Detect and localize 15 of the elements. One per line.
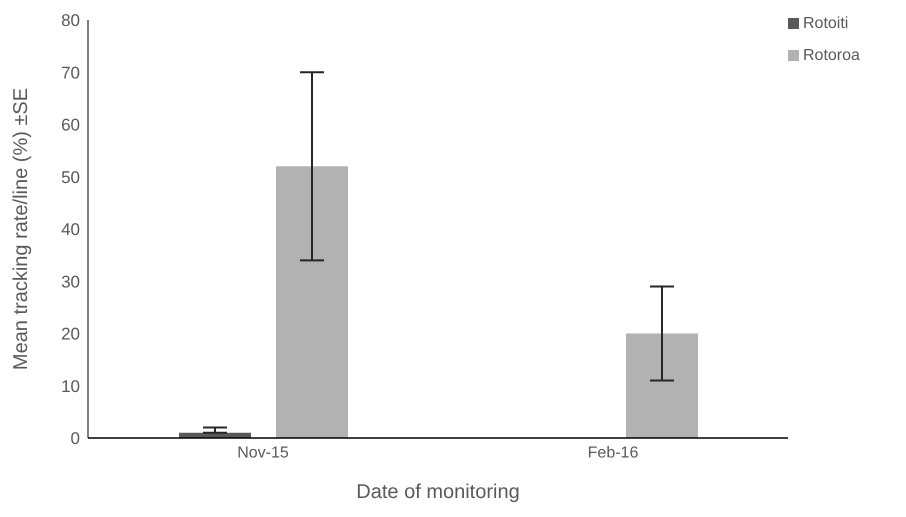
y-axis-title: Mean tracking rate/line (%) ±SE [10,88,32,370]
x-tick-label: Feb-16 [588,444,638,462]
x-axis-title: Date of monitoring [356,481,520,503]
y-tick-label: 0 [70,429,80,448]
y-tick-label: 40 [61,220,80,240]
x-tick-label: Nov-15 [237,444,289,462]
y-tick-label: 50 [61,168,80,187]
y-tick-label: 10 [61,376,80,396]
y-tick-label: 80 [61,11,80,30]
legend-label: Rotoiti [803,15,848,32]
y-tick-label: 20 [61,324,80,344]
y-tick-label: 70 [61,63,80,82]
y-tick-label: 30 [61,272,80,292]
legend-label: Rotoroa [803,47,860,64]
y-tick-label: 60 [61,116,80,135]
